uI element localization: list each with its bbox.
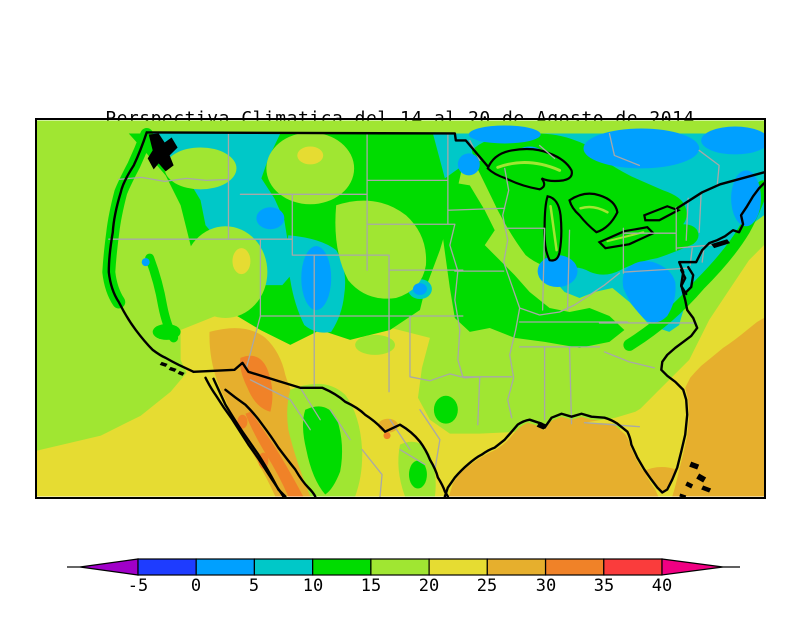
colorbar-segment: [312, 558, 372, 576]
colorbar-tick: 20: [418, 576, 440, 596]
colorbar-tick: 5: [248, 576, 260, 596]
temperature-fill-regions: [37, 120, 764, 497]
colorbar-tick: 25: [476, 576, 498, 596]
state-borders: [108, 132, 721, 497]
colorbar-tick: 35: [593, 576, 615, 596]
coastlines-and-borders: [107, 131, 764, 497]
colorbar-tick: 15: [360, 576, 382, 596]
colorbar-segment: [603, 558, 663, 576]
map-frame: [35, 118, 766, 499]
colorbar-right-arrow: [661, 558, 724, 576]
colorbar-left-arrow: [79, 558, 139, 576]
colorbar-segment: [253, 558, 314, 576]
great-lakes: [486, 147, 681, 262]
us-min-temperature-map: [37, 120, 764, 497]
colorbar-segment: [137, 558, 197, 576]
colorbar-segment: [428, 558, 488, 576]
colorbar-segment: [486, 558, 547, 576]
colorbar-segment: [544, 558, 605, 576]
colorbar-graphic: [67, 558, 740, 576]
colorbar-tick: 30: [535, 576, 557, 596]
colorbar-segment: [195, 558, 255, 576]
colorbar-tick: -5: [127, 576, 149, 596]
colorbar-tick: 40: [651, 576, 673, 596]
colorbar-segment: [370, 558, 430, 576]
temperature-colorbar: -5 0 5 10 15 20 25 30 35 40: [0, 548, 800, 608]
colorbar-tick: 10: [302, 576, 324, 596]
colorbar-tick: 0: [190, 576, 202, 596]
